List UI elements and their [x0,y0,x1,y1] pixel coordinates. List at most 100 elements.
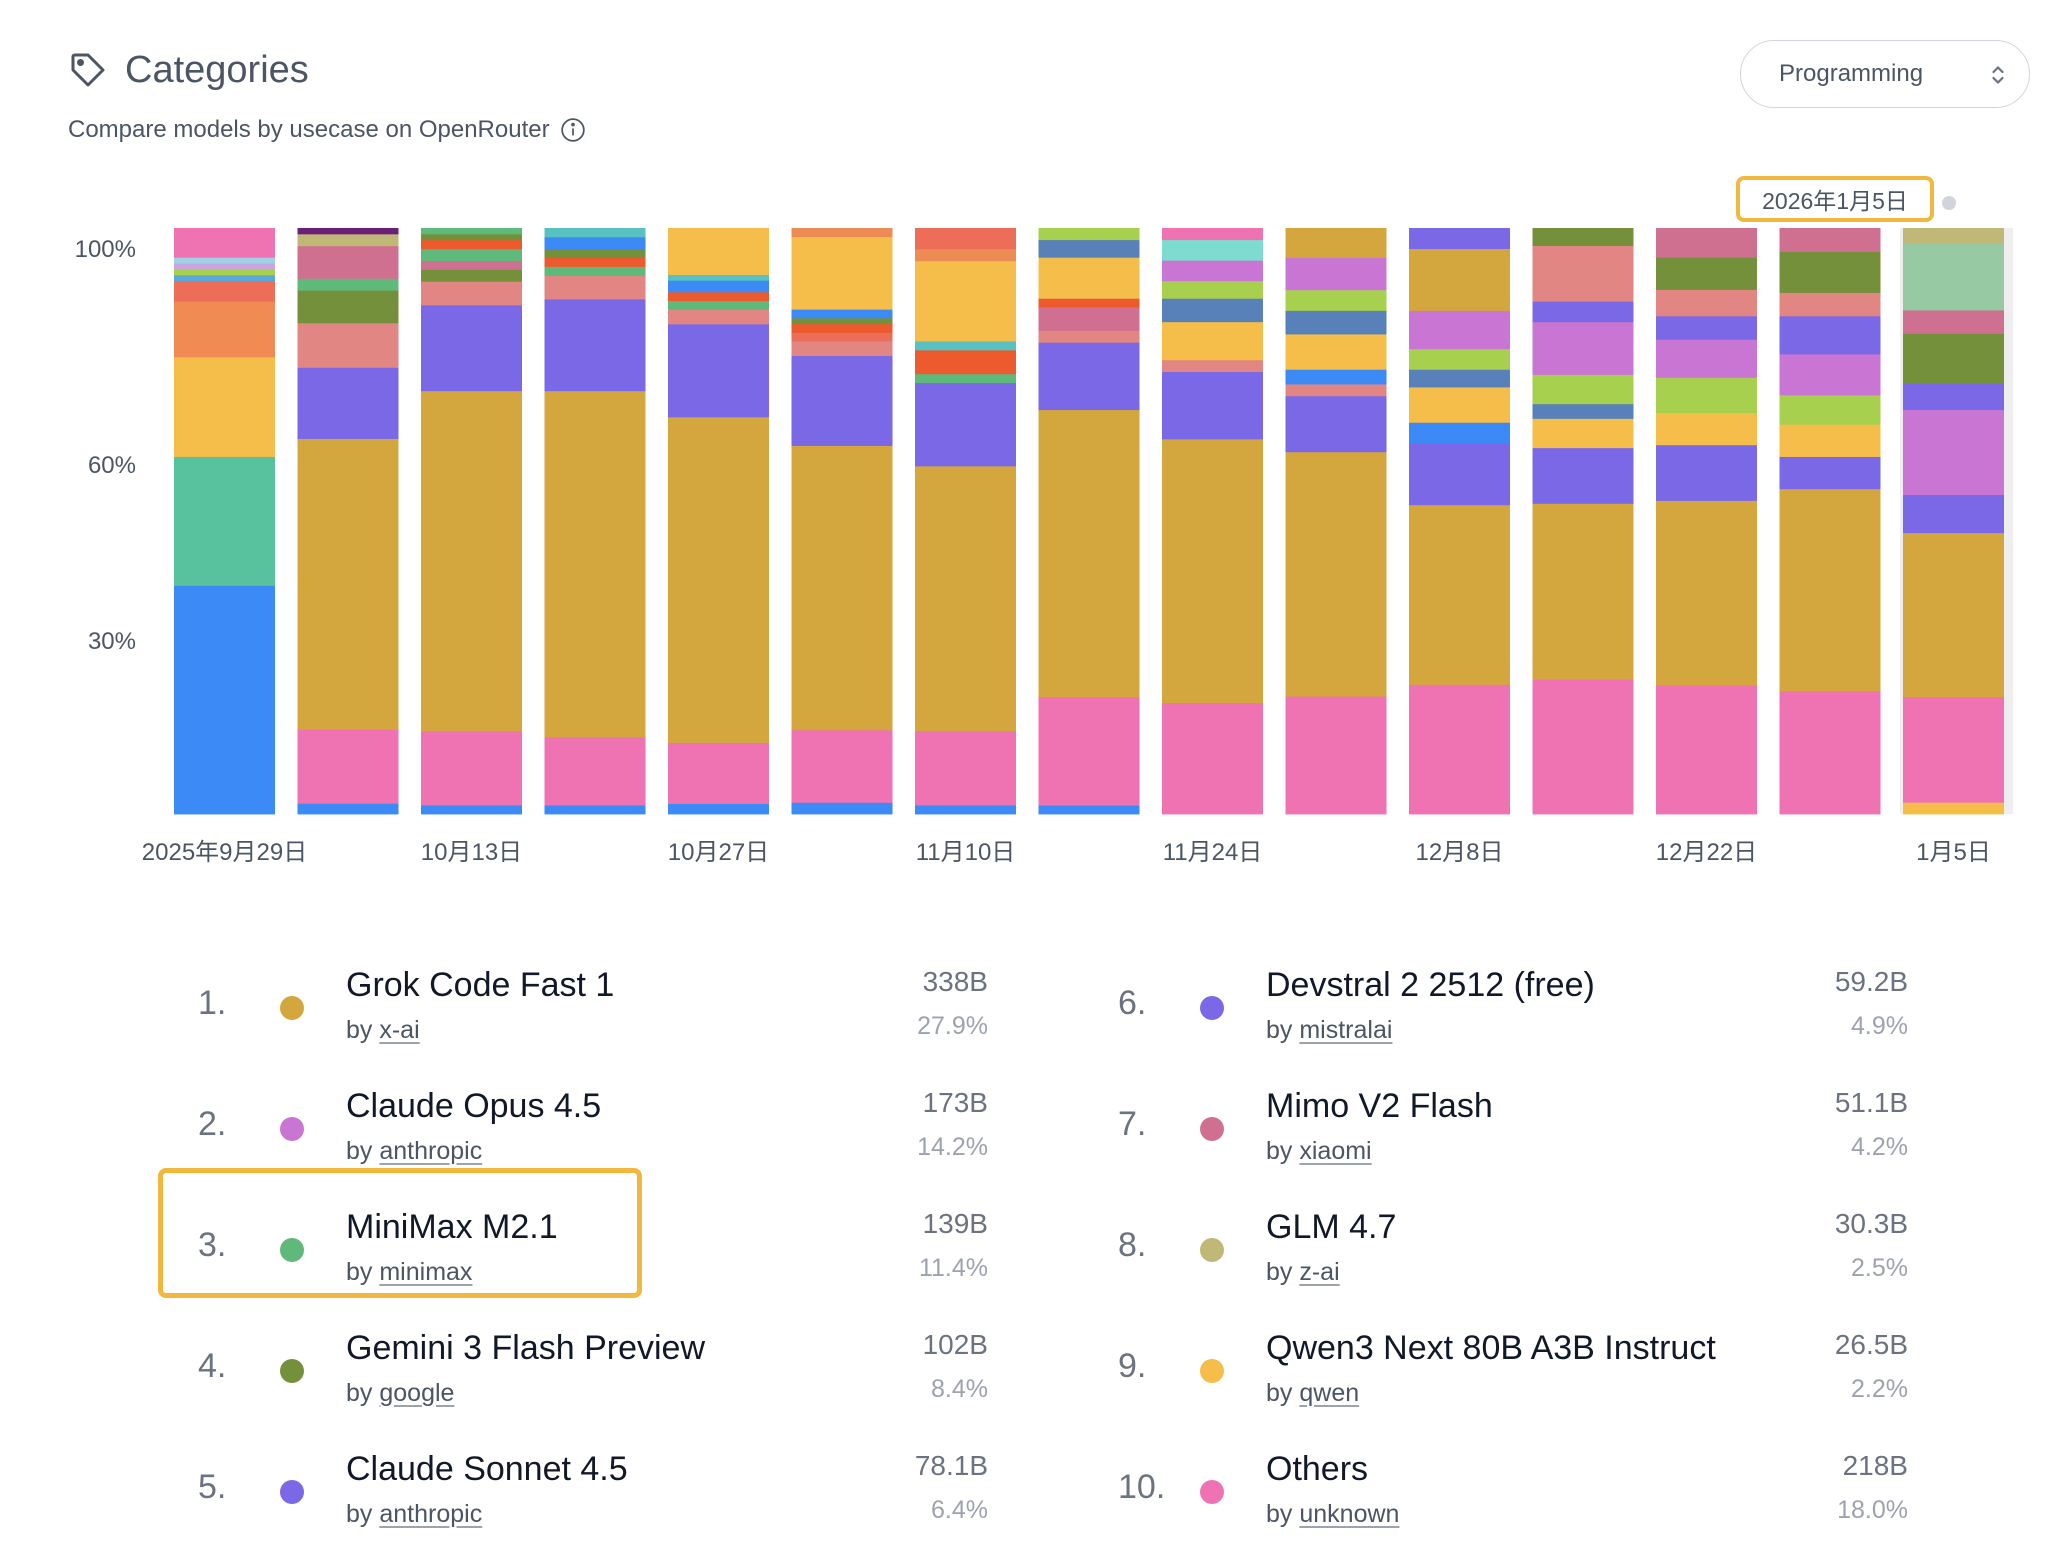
legend-item[interactable]: 10. Others by unknown 218B 18.0% [1118,1444,1908,1554]
legend-by-word: by [1266,1258,1293,1286]
legend-rank: 3. [198,1226,227,1264]
bar-segment [791,323,893,333]
legend-by-word: by [1266,1379,1293,1407]
legend-model-name[interactable]: Mimo V2 Flash [1266,1087,1493,1125]
x-tick-label: 10月27日 [668,839,769,866]
chart-bar[interactable] [1779,228,1881,815]
bar-segment [1903,494,2004,534]
legend-author-link[interactable]: anthropic [379,1500,483,1528]
chart-bar[interactable] [1285,228,1387,815]
legend-author-link[interactable]: x-ai [379,1016,420,1044]
legend-author-link[interactable]: anthropic [379,1137,483,1165]
legend-color-dot [1200,996,1224,1020]
bar-segment [544,390,646,738]
legend-color-dot [280,1359,304,1383]
legend-author-link[interactable]: z-ai [1299,1258,1340,1286]
chart-bar[interactable] [1162,228,1263,815]
chart-bar[interactable] [544,228,646,815]
bar-segment [1285,451,1387,697]
legend-author-link[interactable]: minimax [379,1258,473,1286]
legend-tokens: 218B [1842,1450,1908,1481]
legend-model-name[interactable]: Claude Sonnet 4.5 [346,1450,628,1488]
bar-segment [1409,228,1510,250]
chart-bar[interactable] [1409,228,1510,815]
bar-segment [1162,280,1263,299]
legend-percent: 4.2% [1851,1133,1908,1161]
bar-segment [915,373,1016,384]
legend-model-name[interactable]: Gemini 3 Flash Preview [346,1329,706,1367]
legend-author-link[interactable]: qwen [1299,1379,1360,1407]
bar-segment [1532,447,1634,504]
chart-bar[interactable] [1656,228,1757,815]
legend-item[interactable]: 4. Gemini 3 Flash Preview by google 102B 8.4… [198,1323,988,1433]
legend-color-dot [1200,1359,1224,1383]
bar-segment [1038,805,1140,815]
bar-segment [1162,260,1263,282]
legend-author-link[interactable]: mistralai [1299,1016,1393,1044]
bar-segment [1409,310,1510,350]
legend-item[interactable]: 5. Claude Sonnet 4.5 by anthropic 78.1B 6.4% [198,1444,988,1554]
page-title: Categories [125,49,309,91]
legend-item[interactable]: 1. Grok Code Fast 1 by x-ai 338B 27.9% [198,960,988,1070]
bar-segment [1903,532,2004,698]
legend-model-name[interactable]: Claude Opus 4.5 [346,1087,602,1125]
legend-rank: 7. [1118,1105,1147,1143]
x-tick-label: 12月8日 [1415,839,1503,866]
chart-bar[interactable] [174,228,275,815]
legend-item[interactable]: 3. MiniMax M2.1 by minimax 139B 11.4% [198,1202,988,1312]
bar-segment [421,304,522,392]
chart-bar[interactable] [915,228,1016,815]
legend-item[interactable]: 2. Claude Opus 4.5 by anthropic 173B 14.2% [198,1081,988,1191]
bar-segment [174,585,275,815]
bar-segment [1162,298,1263,323]
bar-segment [1038,228,1140,241]
legend-item[interactable]: 7. Mimo V2 Flash by xiaomi 51.1B 4.2% [1118,1081,1908,1191]
legend-color-dot [280,1238,304,1262]
bar-segment [668,309,769,325]
legend-percent: 2.5% [1851,1254,1908,1282]
chart-bar[interactable] [1903,228,2004,815]
legend-item[interactable]: 9. Qwen3 Next 80B A3B Instruct by qwen 26.5… [1118,1323,1908,1433]
x-tick-label: 2025年9月29日 [142,839,307,866]
bar-segment [297,367,399,439]
bar-segment [1409,369,1510,388]
bar-segment [297,233,399,247]
chart-bar[interactable] [791,228,893,815]
bar-segment [668,742,769,804]
chart-bar[interactable] [297,228,399,815]
bar-segment [1162,371,1263,440]
legend-model-name[interactable]: Qwen3 Next 80B A3B Instruct [1266,1329,1716,1367]
bar-segment [915,382,1016,467]
legend-author-link[interactable]: xiaomi [1299,1137,1372,1165]
bar-segment [297,803,399,815]
bar-segment [1038,307,1140,331]
legend-model-name[interactable]: Grok Code Fast 1 [346,966,615,1004]
bar-segment [1038,409,1140,698]
legend-model-name[interactable]: GLM 4.7 [1266,1208,1397,1246]
chart-bar[interactable] [1532,228,1634,815]
legend-color-dot [1200,1117,1224,1141]
bar-segment [1162,321,1263,361]
chart-bar[interactable] [668,228,769,815]
info-icon[interactable] [560,117,586,143]
bar-segment [544,236,646,250]
category-select[interactable]: Programming [1740,40,2030,108]
legend-author-line: by google [346,1379,454,1408]
legend-item[interactable]: 6. Devstral 2 2512 (free) by mistralai 59.2… [1118,960,1908,1070]
legend-by-word: by [1266,1016,1293,1044]
bar-segment [174,228,275,258]
bar-segment [668,300,769,310]
legend-author-line: by unknown [1266,1500,1399,1529]
legend-author-link[interactable]: unknown [1299,1500,1400,1528]
legend-model-name[interactable]: Others [1266,1450,1369,1488]
legend-model-name[interactable]: Devstral 2 2512 (free) [1266,966,1595,1004]
chart-bar[interactable] [421,228,522,815]
bar-segment [1532,418,1634,449]
legend-item[interactable]: 8. GLM 4.7 by z-ai 30.3B 2.5% [1118,1202,1908,1312]
legend-by-word: by [346,1379,373,1407]
legend-tokens: 78.1B [914,1450,988,1481]
chart-bar[interactable] [1038,228,1140,815]
legend-author-link[interactable]: google [379,1379,455,1407]
bar-segment [915,465,1016,732]
legend-model-name[interactable]: MiniMax M2.1 [346,1208,558,1246]
